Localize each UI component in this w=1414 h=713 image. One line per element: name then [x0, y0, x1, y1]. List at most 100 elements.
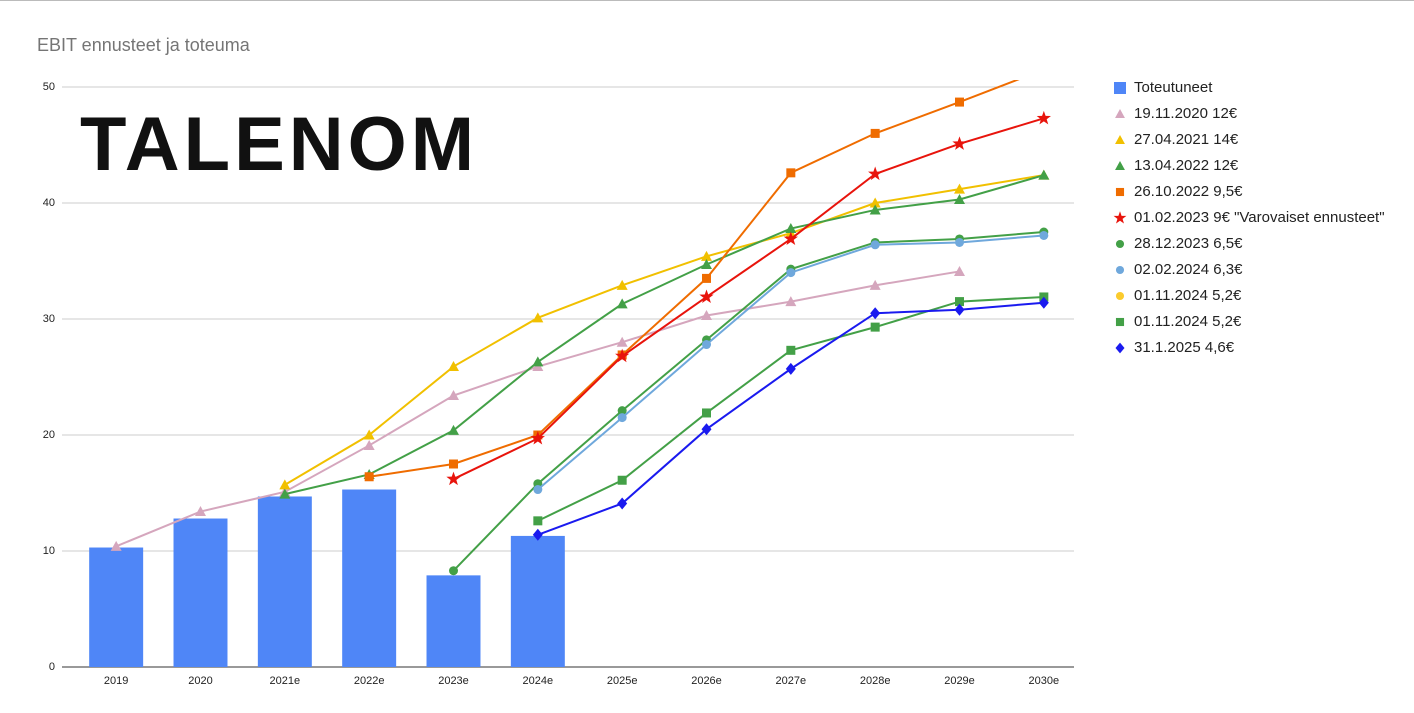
legend-swatch: [1115, 161, 1125, 171]
bar: [257, 496, 312, 667]
x-tick-label: 2025e: [607, 675, 638, 687]
x-tick-label: 2027e: [776, 675, 807, 687]
marker: [702, 340, 711, 350]
legend-swatch: [1115, 187, 1125, 197]
marker: [952, 136, 967, 150]
marker: [954, 265, 965, 276]
x-tick-label: 2030e: [1029, 675, 1060, 687]
marker: [785, 296, 797, 307]
legend-label: Toteutuneet: [1134, 79, 1213, 96]
marker: [448, 424, 459, 435]
bar: [426, 575, 481, 667]
marker: [786, 268, 796, 278]
marker: [870, 240, 880, 250]
marker: [699, 289, 714, 304]
marker: [448, 390, 459, 401]
bar: [510, 535, 565, 667]
marker: [363, 439, 375, 450]
marker: [954, 194, 965, 205]
y-tick-label: 50: [43, 81, 55, 93]
x-tick-label: 2019: [104, 675, 128, 687]
marker: [110, 540, 122, 551]
marker: [783, 231, 798, 246]
x-tick-label: 2022e: [354, 675, 385, 687]
marker: [533, 516, 543, 526]
legend-label: 26.10.2022 9,5€: [1134, 183, 1243, 200]
marker: [532, 312, 544, 323]
line: [453, 117, 1045, 480]
legend-swatch: [1115, 135, 1125, 145]
marker: [869, 197, 881, 208]
legend-swatch: [1113, 211, 1127, 224]
bar: [173, 518, 228, 667]
chart-title: EBIT ennusteet ja toteuma: [37, 35, 251, 55]
marker: [954, 183, 965, 194]
legend-label: 01.11.2024 5,2€: [1134, 287, 1242, 304]
legend-label: 19.11.2020 12€: [1134, 105, 1238, 122]
marker: [955, 297, 964, 307]
legend-label: 13.04.2022 12€: [1134, 157, 1239, 174]
marker: [617, 406, 627, 416]
marker: [195, 506, 206, 517]
marker: [1038, 169, 1050, 180]
marker: [279, 488, 291, 499]
marker: [870, 128, 880, 138]
marker: [279, 479, 291, 490]
marker: [532, 356, 544, 367]
marker: [702, 408, 711, 418]
x-tick-label: 2024e: [523, 675, 554, 687]
marker: [617, 497, 628, 510]
line: [284, 174, 1044, 486]
legend-label: 01.11.2024 5,2€: [1134, 313, 1242, 330]
y-tick-label: 0: [49, 661, 55, 673]
marker: [785, 223, 797, 234]
marker: [533, 485, 543, 495]
marker: [786, 168, 796, 178]
x-tick-label: 2026e: [691, 675, 722, 687]
bar: [89, 547, 144, 667]
marker: [363, 429, 375, 440]
legend-label: 01.02.2023 9€ "Varovaiset ennusteet": [1134, 209, 1385, 226]
legend-swatch: [1114, 82, 1126, 94]
marker: [616, 279, 628, 290]
x-tick-label: 2021e: [270, 675, 301, 687]
marker: [954, 303, 965, 316]
legend-label: 31.1.2025 4,6€: [1134, 339, 1235, 356]
y-tick-label: 40: [43, 197, 55, 209]
y-tick-label: 10: [43, 545, 55, 557]
line: [537, 295, 1044, 522]
marker: [616, 336, 628, 347]
marker: [615, 348, 630, 363]
marker: [448, 361, 459, 372]
y-tick-label: 20: [43, 429, 55, 441]
marker: [617, 413, 627, 423]
legend-swatch: [1115, 265, 1125, 275]
plot-area: [89, 65, 1051, 667]
x-tick-label: 2029e: [944, 675, 975, 687]
marker: [701, 310, 712, 321]
marker: [1039, 230, 1049, 240]
marker: [701, 258, 712, 269]
logo: TALENOM: [80, 102, 478, 187]
bar: [342, 489, 397, 667]
marker: [364, 472, 374, 482]
legend-swatch: [1115, 239, 1125, 249]
marker: [785, 362, 796, 375]
marker: [1036, 110, 1051, 125]
marker: [870, 322, 880, 332]
line: [284, 174, 1045, 496]
marker: [955, 97, 964, 107]
marker: [869, 279, 881, 290]
marker: [449, 566, 458, 576]
marker: [616, 298, 628, 309]
marker: [446, 471, 461, 486]
marker: [702, 273, 711, 283]
marker: [530, 430, 545, 445]
legend-swatch: [1115, 291, 1125, 301]
marker: [1039, 65, 1048, 74]
marker: [786, 345, 796, 355]
marker: [868, 166, 883, 181]
marker: [449, 459, 458, 469]
